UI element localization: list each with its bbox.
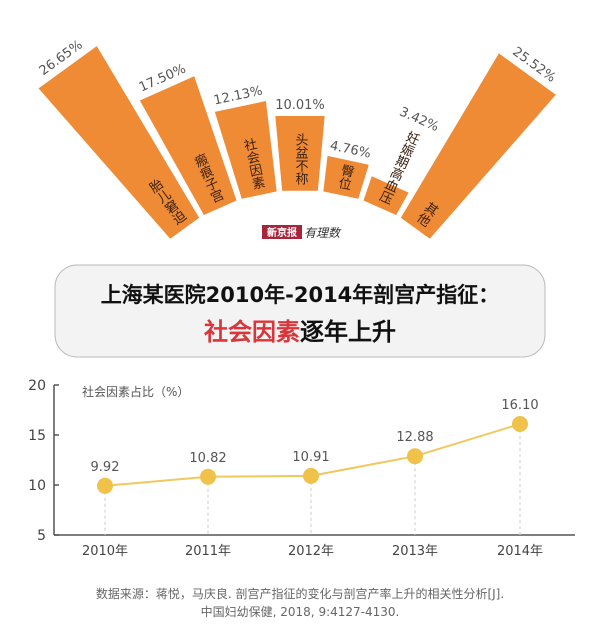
fan-chart: 胎儿窘迫26.65%瘢痕子宫17.50%社会因素12.13%头盆不称10.01%… [37,38,558,239]
title-rest: 逐年上升 [300,318,396,346]
svg-text:新京报: 新京报 [267,226,297,239]
x-tick-label: 2011年 [185,544,231,559]
x-tick-label: 2010年 [82,544,128,559]
x-tick-label: 2014年 [497,544,543,559]
data-point [200,468,216,485]
data-label: 10.91 [292,450,329,465]
title-box: 上海某医院2010年-2014年剖宫产指征： 社会因素逐年上升 [54,264,546,358]
title-line1: 上海某医院2010年-2014年剖宫产指征： [101,283,500,307]
source: 数据来源：蒋悦，马庆良. 剖宫产指征的变化与剖宫产率上升的相关性分析[J]. 中… [96,586,504,619]
data-label: 10.82 [189,451,226,466]
data-label: 9.92 [91,460,120,475]
fan-bar-value-label: 10.01% [275,98,325,113]
source-line2: 中国妇幼保健, 2018, 9:4127-4130. [201,604,400,619]
fan-bar [38,46,200,239]
y-axis-label: 社会因素占比（%） [82,384,189,399]
title-highlight: 社会因素 [204,318,300,346]
data-point [512,416,528,432]
data-label: 16.10 [501,398,538,413]
data-point [407,448,423,465]
line-chart: 社会因素占比（%） 5 10 15 20 2010年 2011年 2012年 2013年 201… [28,378,575,559]
x-tick-label: 2012年 [288,544,334,559]
fan-bar [400,53,556,239]
y-tick-label: 20 [28,378,46,394]
y-tick-label: 5 [37,528,46,544]
x-tick-label: 2013年 [392,544,438,559]
y-tick-label: 15 [28,428,46,444]
svg-text:有理数: 有理数 [304,226,342,240]
logo: 新京报 有理数 [262,225,342,240]
data-label: 12.88 [396,430,433,445]
fan-bar [323,155,369,199]
fan-bar [275,116,325,191]
data-point [97,477,113,494]
title-line2: 社会因素逐年上升 [204,318,396,346]
fan-bar-category-label: 臀位 [335,162,356,191]
fan-bar [139,76,237,216]
source-line1: 数据来源：蒋悦，马庆良. 剖宫产指征的变化与剖宫产率上升的相关性分析[J]. [96,586,504,601]
data-point [303,467,319,484]
y-tick-label: 10 [28,478,46,494]
fan-bar [214,101,277,199]
fan-bar [363,176,409,216]
fan-bar-value-label: 3.42% [397,105,441,136]
fan-bar-category-label: 头盆不称 [293,133,309,185]
